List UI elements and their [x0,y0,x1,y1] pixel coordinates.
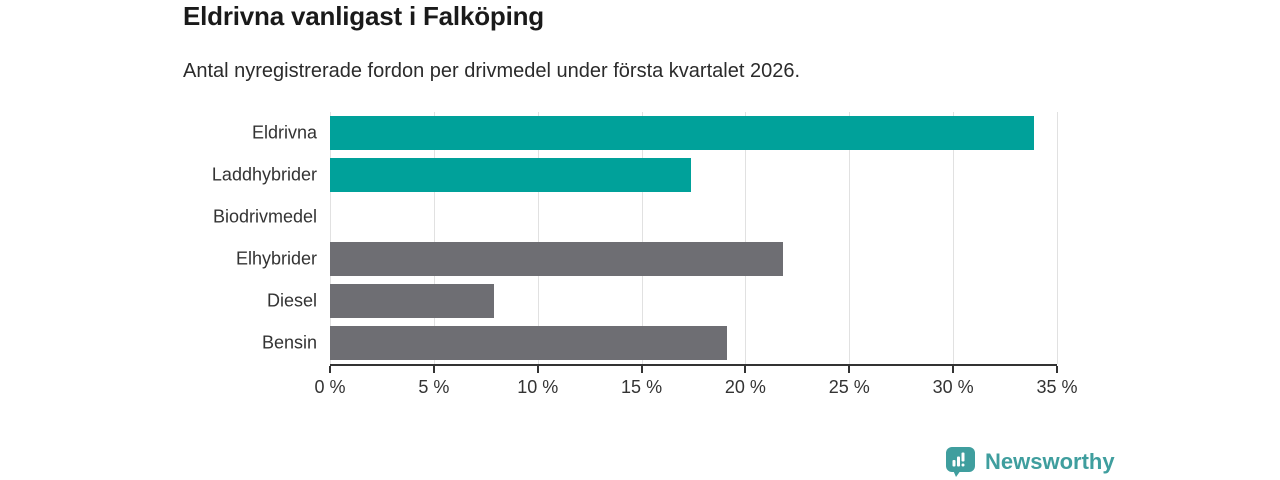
x-axis-tick-label-20: 20 % [724,377,766,397]
x-axis-tick-label-30: 30 % [932,377,974,397]
x-axis-tick-label-25: 25 % [828,377,870,397]
gridline-15 [641,112,643,364]
x-axis-tick-10 [536,366,539,373]
category-label-biodrivmedel: Biodrivmedel [212,206,317,227]
bar-chart: Eldrivna Laddhybrider Biodrivmedel Elhybrid… [212,112,1078,397]
x-axis-tick-5 [432,366,435,373]
category-label-bensin: Bensin [261,332,317,353]
gridline-25 [849,112,851,364]
gridline-35 [1057,112,1058,364]
x-axis-tick-label-15: 15 % [621,377,663,397]
x-axis-tick-0 [329,366,331,373]
category-label-diesel: Diesel [266,290,317,311]
category-label-laddhybrider: Laddhybrider [211,164,317,185]
chart-title: Eldrivna vanligast i Falköping [183,1,544,31]
gridline-10 [537,112,539,364]
gridline-20 [745,112,747,364]
x-axis-tick-20 [744,366,747,373]
x-axis-tick-30 [952,366,955,373]
x-axis-tick-35 [1056,366,1058,373]
bar-elhybrider [330,242,783,276]
x-axis-tick-15 [640,366,643,373]
newsworthy-brand-text: Newsworthy [985,448,1115,474]
x-axis-tick-label-10: 10 % [517,377,559,397]
bar-laddhybrider [330,158,692,192]
x-axis-tick-label-5: 5 % [418,377,450,397]
gridline-5 [433,112,435,364]
newsworthy-logo: Newsworthy [944,445,1115,478]
x-axis-tick-25 [848,366,851,373]
bar-bensin [330,326,727,360]
newsworthy-icon [944,445,977,478]
gridline-0 [330,112,331,364]
bar-diesel [330,284,495,318]
x-axis-tick-label-35: 35 % [1036,377,1078,397]
chart-subtitle: Antal nyregistrerade fordon per drivmede… [183,60,801,82]
category-label-eldrivna: Eldrivna [251,122,317,143]
category-label-elhybrider: Elhybrider [235,248,317,269]
gridline-30 [953,112,955,364]
bar-eldrivna [330,116,1035,150]
x-axis-tick-label-0: 0 % [314,377,346,397]
